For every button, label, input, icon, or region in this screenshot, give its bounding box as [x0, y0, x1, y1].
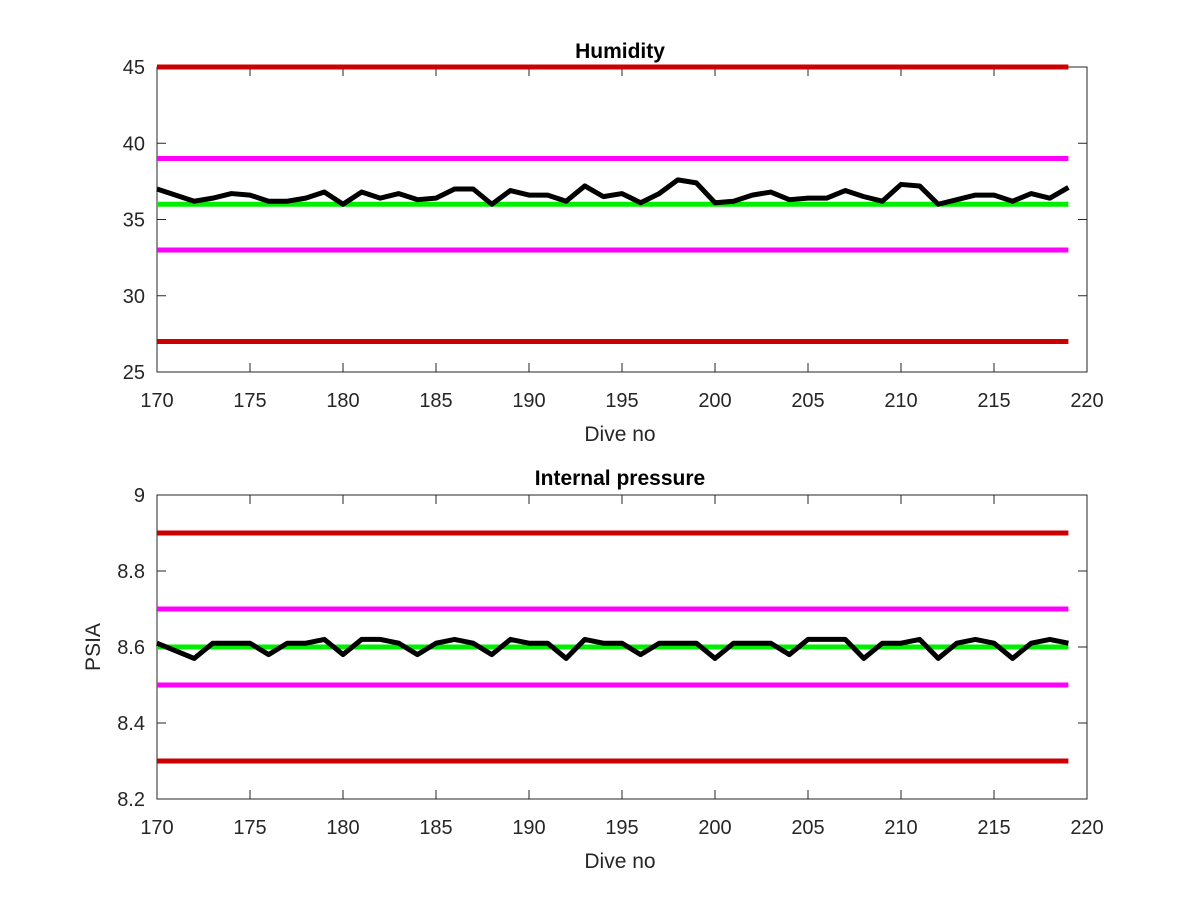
- humidity-x-tick-label: 175: [233, 390, 266, 412]
- internal-pressure-x-tick-label: 220: [1070, 817, 1103, 839]
- humidity-plot: 170 175 180 185 190 195 200 205 210 215 220 25 30 35 4…: [123, 40, 1104, 446]
- humidity-x-tick-label: 220: [1070, 390, 1103, 412]
- humidity-y-tick-label: 30: [123, 286, 145, 308]
- internal-pressure-x-axis-label: Dive no: [584, 850, 655, 873]
- humidity-x-tick-label: 200: [698, 390, 731, 412]
- humidity-x-tick-label: 210: [884, 390, 917, 412]
- internal-pressure-x-tick-label: 190: [512, 817, 545, 839]
- humidity-y-tick-label: 45: [123, 57, 145, 79]
- internal-pressure-x-tick-label: 185: [419, 817, 452, 839]
- humidity-x-axis-label: Dive no: [584, 423, 655, 446]
- internal-pressure-y-axis-label: PSIA: [82, 623, 105, 671]
- internal-pressure-x-tick-label: 210: [884, 817, 917, 839]
- internal-pressure-y-tick-label: 8.8: [117, 561, 145, 583]
- internal-pressure-y-tick-label: 9: [134, 485, 145, 507]
- internal-pressure-plot: 170 175 180 185 190 195 200 205 210 215 220 8.2 8.4 8…: [82, 467, 1104, 873]
- internal-pressure-x-tick-label: 200: [698, 817, 731, 839]
- humidity-x-tick-label: 205: [791, 390, 824, 412]
- humidity-x-tick-label: 180: [326, 390, 359, 412]
- internal-pressure-x-tick-label: 205: [791, 817, 824, 839]
- internal-pressure-y-tick-label: 8.6: [117, 637, 145, 659]
- humidity-axes-frame: [156, 66, 1088, 373]
- internal-pressure-y-tick-label: 8.4: [117, 713, 145, 735]
- humidity-y-tick-label: 25: [123, 362, 145, 384]
- humidity-x-tick-label: 215: [977, 390, 1010, 412]
- humidity-x-tick-label: 185: [419, 390, 452, 412]
- humidity-x-tick-label: 170: [140, 390, 173, 412]
- humidity-series-line: [156, 177, 1070, 207]
- internal-pressure-x-tick-label: 170: [140, 817, 173, 839]
- humidity-title: Humidity: [575, 40, 665, 63]
- humidity-x-tick-label: 190: [512, 390, 545, 412]
- internal-pressure-series-line: [156, 636, 1069, 661]
- humidity-x-tick-label: 195: [605, 390, 638, 412]
- humidity-y-tick-label: 40: [123, 133, 145, 155]
- internal-pressure-x-tick-label: 195: [605, 817, 638, 839]
- internal-pressure-x-tick-label: 180: [326, 817, 359, 839]
- internal-pressure-y-tick-label: 8.2: [117, 789, 145, 811]
- internal-pressure-x-tick-label: 215: [977, 817, 1010, 839]
- internal-pressure-x-tick-label: 175: [233, 817, 266, 839]
- internal-pressure-title: Internal pressure: [535, 467, 705, 490]
- humidity-y-tick-label: 35: [123, 210, 145, 232]
